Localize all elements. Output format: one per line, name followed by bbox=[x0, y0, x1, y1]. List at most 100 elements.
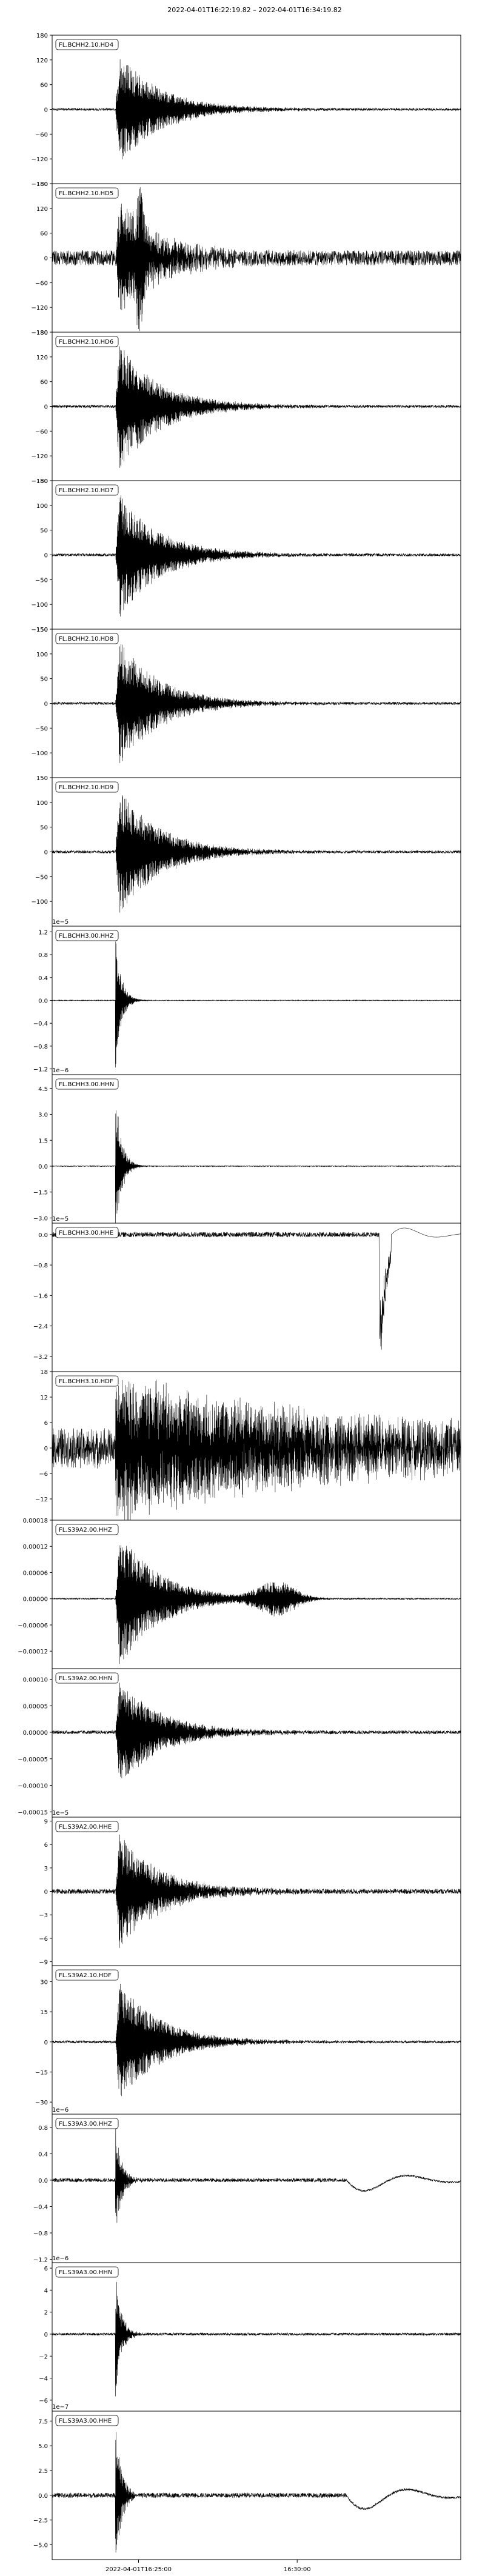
trace-label-text: FL.BCHH3.00.HHZ bbox=[59, 933, 114, 939]
y-tick-label: −50 bbox=[35, 577, 48, 584]
trace-label-box bbox=[55, 2266, 119, 2278]
y-tick-label: 120 bbox=[36, 206, 48, 213]
y-tick-label: 100 bbox=[36, 503, 48, 510]
trace-label-box bbox=[55, 1375, 119, 1387]
panel: −9 −6 −3 0 3 6 9 1e−5 FL.S39A2.00.HHE bbox=[39, 1810, 461, 1966]
panel: −3.0 −1.5 0.0 1.5 3.0 4.5 1e−6 FL.BCHH3.00.HHN bbox=[33, 1067, 461, 1224]
y-tick-label: −1.6 bbox=[33, 1293, 48, 1300]
x-tick-label: 2022-04-01T16:25:00 bbox=[105, 2566, 172, 2573]
y-tick-label: 0.8 bbox=[38, 2125, 48, 2132]
x-axis: 2022-04-01T16:25:00 16:30:00 bbox=[105, 2560, 311, 2573]
y-tick-label: 150 bbox=[36, 775, 48, 782]
y-tick-label: 100 bbox=[36, 800, 48, 807]
y-tick-label: −100 bbox=[32, 899, 48, 906]
trace-label: FL.S39A2.00.HHN bbox=[55, 1672, 119, 1684]
y-tick-label: 0.8 bbox=[38, 952, 48, 959]
y-tick-label: −4 bbox=[39, 2376, 48, 2383]
y-tick-label: 0.00012 bbox=[23, 1544, 48, 1550]
trace-label-box bbox=[55, 781, 119, 793]
y-tick-label: 0 bbox=[44, 404, 48, 411]
panel-frame bbox=[52, 1668, 461, 1818]
waveform-trace bbox=[52, 187, 461, 332]
y-tick-label: −6 bbox=[39, 2398, 48, 2404]
y-tick-label: 0.0 bbox=[38, 998, 48, 1005]
y-tick-label: −1.5 bbox=[33, 1190, 48, 1196]
y-tick-label: 2.5 bbox=[38, 2468, 48, 2475]
panel: −180 −120 −60 0 60 120 180 FL.BCHH2.10.HD5 bbox=[32, 181, 461, 336]
trace-label: FL.S39A2.00.HHE bbox=[55, 1821, 119, 1832]
waveform-trace bbox=[52, 644, 461, 763]
y-tick-label: −0.4 bbox=[33, 2204, 48, 2211]
y-tick-label: −1.2 bbox=[33, 2257, 48, 2264]
trace-label-text: FL.BCHH3.00.HHE bbox=[59, 1230, 113, 1236]
trace-label: FL.S39A2.10.HDF bbox=[55, 1969, 119, 1981]
y-offset-label: 1e−5 bbox=[52, 919, 69, 926]
waveform-trace bbox=[52, 1834, 461, 1948]
trace-label-box bbox=[55, 336, 119, 347]
y-tick-label: −60 bbox=[35, 429, 48, 435]
waveform-trace bbox=[52, 495, 461, 617]
panel-frame bbox=[52, 2411, 461, 2560]
panel: −150 −100 −50 0 50 100 150 FL.BCHH2.10.HD7 bbox=[32, 478, 461, 633]
trace-label: FL.BCHH2.10.HD5 bbox=[55, 187, 119, 199]
trace-label-box bbox=[55, 1672, 119, 1684]
trace-label-text: FL.S39A3.00.HHN bbox=[59, 2269, 112, 2276]
y-tick-label: 4.5 bbox=[38, 1086, 48, 1093]
y-tick-label: 0 bbox=[44, 107, 48, 114]
y-tick-label: 12 bbox=[40, 1395, 48, 1401]
waveform-trace bbox=[52, 941, 461, 1068]
waveform-trace bbox=[52, 59, 461, 159]
panel: −30 −15 0 15 30 FL.S39A2.10.HDF bbox=[35, 1965, 461, 2115]
y-tick-label: 0.00010 bbox=[23, 1677, 48, 1684]
trace-label: FL.S39A3.00.HHZ bbox=[55, 2118, 119, 2129]
y-tick-label: −60 bbox=[35, 280, 48, 287]
trace-label: FL.BCHH3.00.HHE bbox=[55, 1227, 119, 1238]
y-tick-label: 180 bbox=[36, 330, 48, 336]
y-tick-label: 4 bbox=[44, 2287, 48, 2294]
y-tick-label: −6 bbox=[39, 1471, 48, 1478]
panel: −0.00015 −0.00010 −0.00005 0.00000 0.00005 0.… bbox=[18, 1668, 461, 1818]
y-tick-label: −150 bbox=[32, 627, 48, 633]
y-tick-label: 0 bbox=[44, 850, 48, 856]
y-tick-label: 15 bbox=[40, 2009, 48, 2016]
y-tick-label: 120 bbox=[36, 355, 48, 361]
y-tick-label: 0 bbox=[44, 256, 48, 262]
trace-label: FL.BCHH2.10.HD7 bbox=[55, 484, 119, 496]
y-tick-label: 3.0 bbox=[38, 1112, 48, 1119]
y-tick-label: 150 bbox=[36, 627, 48, 633]
y-tick-label: 50 bbox=[40, 825, 48, 832]
trace-label-box bbox=[55, 930, 119, 941]
waveform-trace bbox=[52, 1983, 461, 2097]
panel: −180 −120 −60 0 60 120 180 FL.BCHH2.10.HD4 bbox=[32, 33, 461, 188]
trace-label: FL.BCHH3.00.HHZ bbox=[55, 930, 119, 941]
figure-title: 2022-04-01T16:22:19.82 – 2022-04-01T16:3… bbox=[167, 6, 342, 14]
y-offset-label: 1e−6 bbox=[52, 2255, 69, 2262]
y-tick-label: −1.2 bbox=[33, 1067, 48, 1073]
panel-frame bbox=[52, 2114, 461, 2263]
waveform-trace bbox=[52, 346, 461, 468]
y-tick-label: 50 bbox=[40, 528, 48, 535]
y-tick-label: −3.2 bbox=[33, 1354, 48, 1361]
y-tick-label: 0.00000 bbox=[23, 1597, 48, 1603]
y-tick-label: −0.00006 bbox=[18, 1623, 48, 1629]
trace-label-box bbox=[55, 1227, 119, 1238]
y-tick-label: 6 bbox=[44, 1420, 48, 1427]
trace-label-text: FL.S39A3.00.HHZ bbox=[59, 2121, 112, 2127]
trace-label-text: FL.S39A2.00.HHZ bbox=[59, 1527, 112, 1533]
y-tick-label: 3 bbox=[44, 1866, 48, 1872]
trace-label-text: FL.BCHH2.10.HD6 bbox=[59, 339, 113, 345]
y-tick-label: −120 bbox=[32, 156, 48, 163]
trace-label-text: FL.BCHH2.10.HD8 bbox=[59, 636, 113, 642]
y-tick-label: −30 bbox=[35, 2100, 48, 2106]
y-tick-label: 6 bbox=[44, 1842, 48, 1849]
y-tick-label: 7.5 bbox=[38, 2418, 48, 2425]
y-tick-label: −0.8 bbox=[33, 1263, 48, 1269]
y-tick-label: 180 bbox=[36, 33, 48, 39]
y-tick-label: 0 bbox=[44, 701, 48, 708]
y-tick-label: 0.0 bbox=[38, 2178, 48, 2184]
waveform-trace bbox=[52, 2281, 461, 2397]
trace-label-box bbox=[55, 1969, 119, 1981]
y-tick-label: 0 bbox=[44, 1446, 48, 1452]
y-tick-label: 18 bbox=[40, 1369, 48, 1376]
